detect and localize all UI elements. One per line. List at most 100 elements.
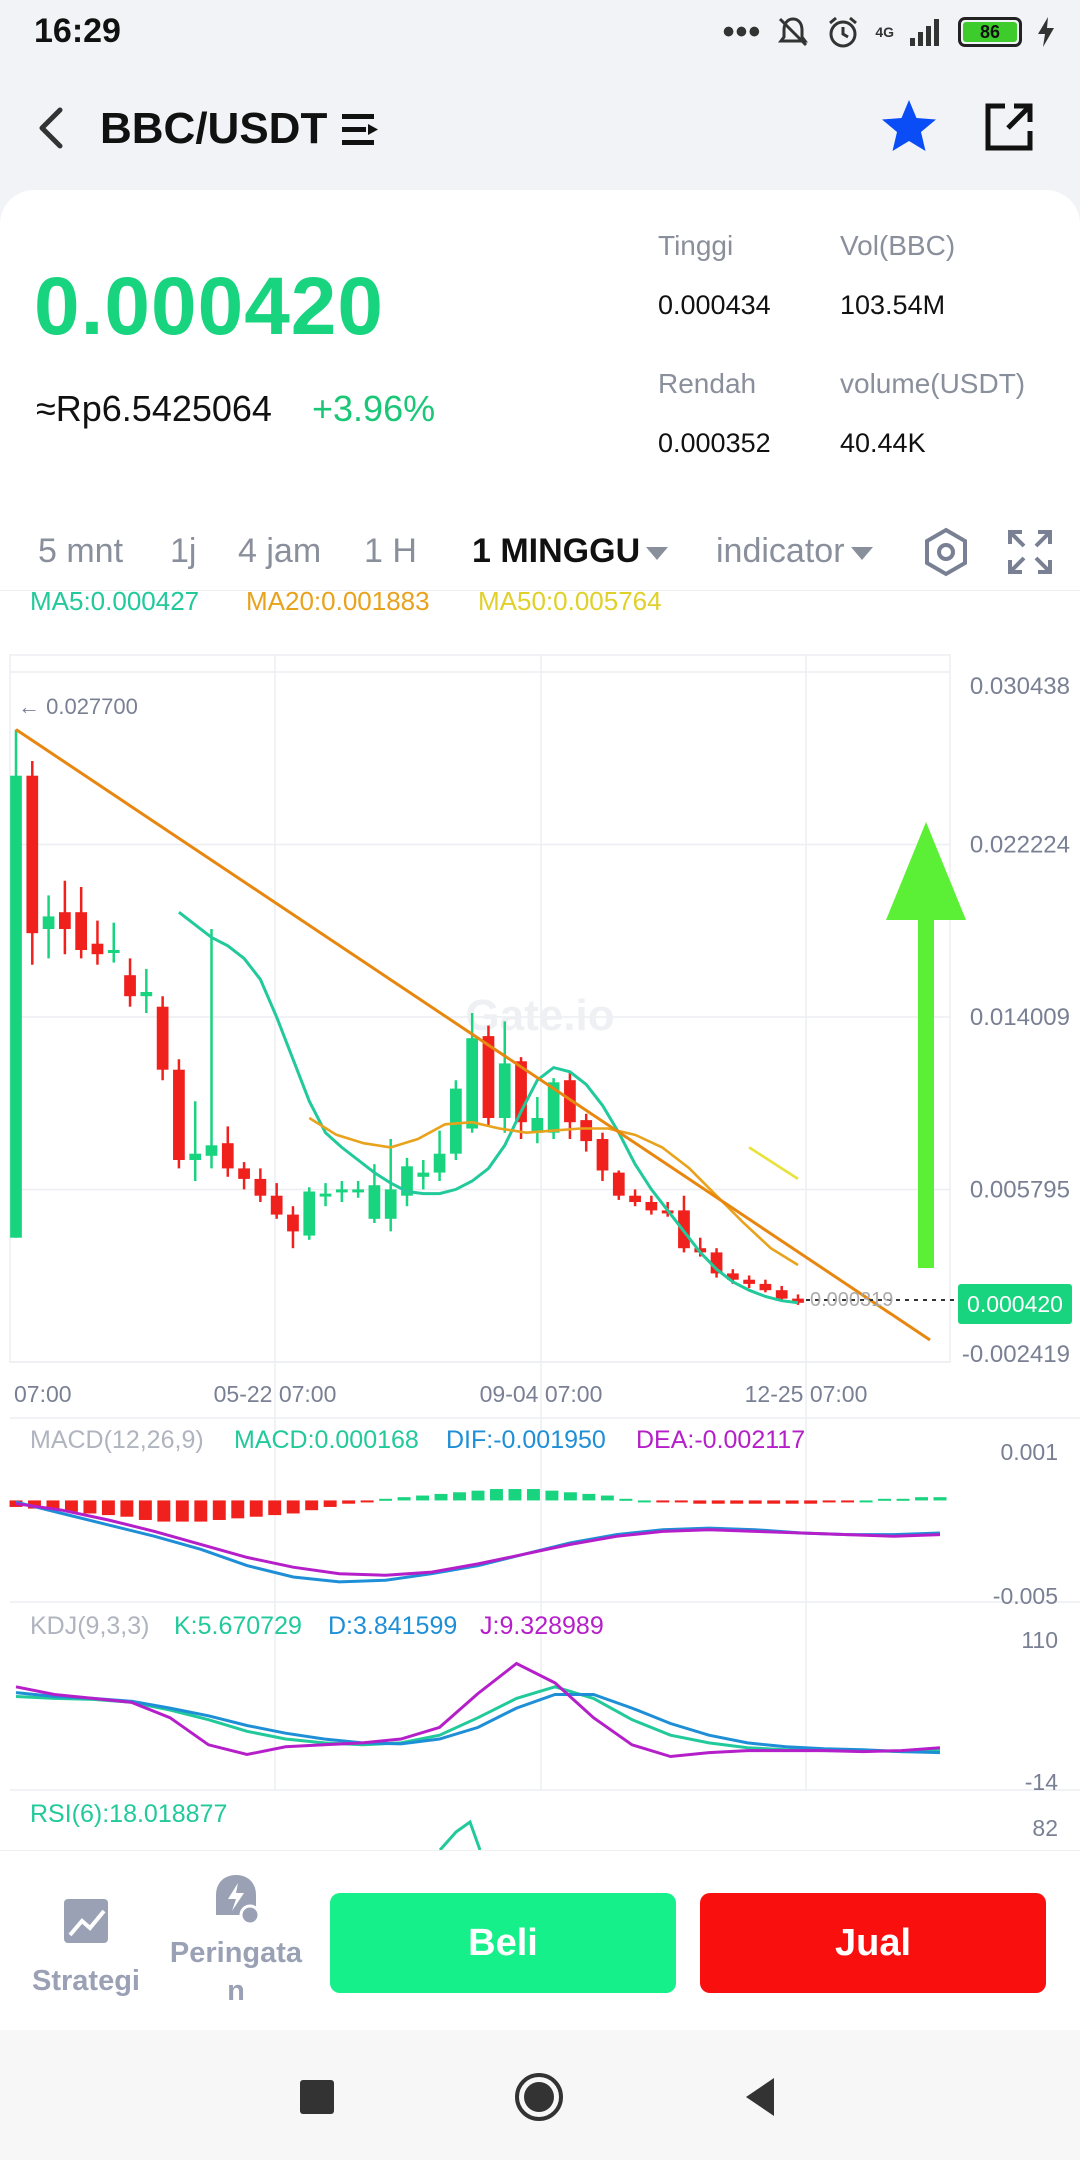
macd-hist-bar bbox=[490, 1489, 503, 1501]
trend-line bbox=[15, 728, 931, 1342]
price-change: +3.96% bbox=[312, 388, 436, 429]
high-label: Tinggi bbox=[658, 230, 734, 261]
home-circle-icon[interactable] bbox=[512, 2070, 566, 2124]
system-nav-bar bbox=[0, 2030, 1080, 2160]
current-price-tag-text: 0.000420 bbox=[967, 1291, 1063, 1317]
macd-panel: MACD(12,26,9) MACD:0.000168 DIF:-0.001950 D… bbox=[9, 1426, 1058, 1609]
buy-button[interactable]: Beli bbox=[330, 1893, 676, 1993]
fullscreen-icon[interactable] bbox=[1004, 526, 1056, 578]
macd-hist-bar bbox=[563, 1492, 577, 1501]
last-price: 0.000420 bbox=[34, 261, 385, 352]
max-price-label: ← 0.027700 bbox=[18, 694, 138, 719]
candle bbox=[417, 1160, 430, 1190]
candle-body bbox=[450, 1088, 462, 1154]
candle-body bbox=[433, 1153, 446, 1173]
candle bbox=[107, 922, 120, 963]
macd-hist-bar bbox=[785, 1500, 799, 1504]
tab-indicator[interactable]: indicator bbox=[716, 532, 873, 571]
tab-1j[interactable]: 1j bbox=[170, 532, 197, 570]
kdj-title: KDJ(9,3,3) bbox=[30, 1612, 149, 1640]
dea-value: DEA:-0.002117 bbox=[636, 1426, 805, 1454]
rsi-line bbox=[438, 1819, 482, 1850]
rsi-y-top: 82 bbox=[1032, 1815, 1058, 1841]
chevron-down-icon bbox=[646, 546, 669, 560]
macd-hist-bar bbox=[526, 1489, 540, 1501]
candle-body bbox=[710, 1252, 723, 1274]
share-icon[interactable] bbox=[978, 96, 1040, 158]
fiat-price: ≈Rp6.5425064 bbox=[36, 388, 272, 429]
dif-value: DIF:-0.001950 bbox=[446, 1426, 606, 1454]
d-line bbox=[15, 1691, 941, 1755]
candle-body bbox=[107, 949, 120, 953]
kline-chart[interactable]: Gate.io ← 0.027700 0.000319 0.000420 0.030… bbox=[0, 640, 1080, 1850]
strategy-icon bbox=[64, 1899, 108, 1943]
macd-hist-bar bbox=[342, 1500, 356, 1504]
vol-base-value: 103.54M bbox=[840, 290, 946, 320]
candle-body bbox=[596, 1139, 609, 1171]
candle-body bbox=[466, 1038, 479, 1129]
strategy-button[interactable]: Strategi bbox=[16, 1851, 156, 2031]
status-icons: ••• 4G 86 bbox=[723, 12, 1056, 52]
candle-body bbox=[189, 1153, 202, 1161]
k-line bbox=[15, 1685, 941, 1754]
macd-hist-bar bbox=[804, 1500, 818, 1504]
candle bbox=[335, 1181, 348, 1203]
market-card: 0.000420 ≈Rp6.5425064 +3.96% Tinggi 0.00… bbox=[0, 190, 1080, 1850]
candle bbox=[401, 1157, 413, 1207]
candle-body bbox=[482, 1036, 495, 1118]
candle bbox=[254, 1168, 267, 1203]
tab-1h[interactable]: 1 H bbox=[364, 532, 417, 570]
alert-button[interactable]: Peringata n bbox=[166, 1851, 306, 2031]
pair-list-icon[interactable] bbox=[340, 110, 380, 150]
macd-hist-bar bbox=[915, 1497, 928, 1501]
candle-body bbox=[75, 912, 88, 950]
tabs-divider bbox=[0, 590, 1080, 591]
macd-hist-bar bbox=[101, 1500, 115, 1516]
low-label: Rendah bbox=[658, 368, 757, 399]
alert-bell-icon bbox=[216, 1875, 261, 1926]
macd-hist-bar bbox=[933, 1497, 947, 1501]
chart-grid bbox=[9, 654, 1080, 1791]
ma20-line bbox=[308, 1116, 799, 1267]
pair-title[interactable]: BBC/USDT bbox=[100, 104, 328, 153]
recents-square-icon[interactable] bbox=[290, 2070, 344, 2124]
candle bbox=[450, 1080, 462, 1161]
candle bbox=[303, 1187, 316, 1240]
macd-hist-bar bbox=[619, 1498, 633, 1501]
kdj-y-top: 110 bbox=[1021, 1627, 1058, 1653]
green-up-arrow bbox=[886, 822, 966, 1268]
candles bbox=[10, 729, 804, 1305]
macd-hist-bar bbox=[471, 1490, 485, 1501]
tab-1-minggu[interactable]: 1 MINGGU bbox=[472, 532, 669, 571]
candle bbox=[596, 1132, 609, 1182]
candle bbox=[221, 1126, 234, 1177]
k-value: K:5.670729 bbox=[174, 1612, 302, 1640]
macd-hist-bar bbox=[83, 1500, 97, 1514]
macd-hist-bar bbox=[656, 1500, 670, 1503]
sell-button[interactable]: Jual bbox=[700, 1893, 1046, 1993]
candle bbox=[515, 1057, 527, 1139]
macd-hist-bar bbox=[748, 1500, 762, 1504]
dif-line bbox=[15, 1500, 941, 1584]
candle bbox=[26, 760, 39, 965]
chart-settings-icon[interactable] bbox=[920, 526, 972, 578]
candle bbox=[270, 1183, 283, 1219]
tab-4jam[interactable]: 4 jam bbox=[238, 532, 322, 570]
macd-hist-bar bbox=[379, 1498, 393, 1501]
vol-quote-label: volume(USDT) bbox=[840, 368, 1026, 399]
back-triangle-icon[interactable] bbox=[734, 2070, 788, 2124]
battery-level: 86 bbox=[963, 22, 1017, 42]
candle-body bbox=[91, 943, 104, 955]
macd-y-top: 0.001 bbox=[1000, 1439, 1058, 1465]
x-tick-label: 12-25 07:00 bbox=[745, 1381, 868, 1407]
d-value: D:3.841599 bbox=[328, 1612, 457, 1640]
macd-hist-bar bbox=[711, 1500, 725, 1504]
macd-hist-bar bbox=[545, 1490, 559, 1501]
candle-body bbox=[270, 1195, 283, 1215]
back-arrow-icon[interactable] bbox=[28, 100, 72, 156]
favorite-star-icon[interactable] bbox=[878, 96, 940, 158]
macd-hist-bar bbox=[360, 1500, 374, 1503]
y-tick-label: 0.030438 bbox=[970, 673, 1070, 700]
tab-5m[interactable]: 5 mnt bbox=[38, 532, 124, 570]
strategy-label: Strategi bbox=[32, 1965, 140, 1997]
